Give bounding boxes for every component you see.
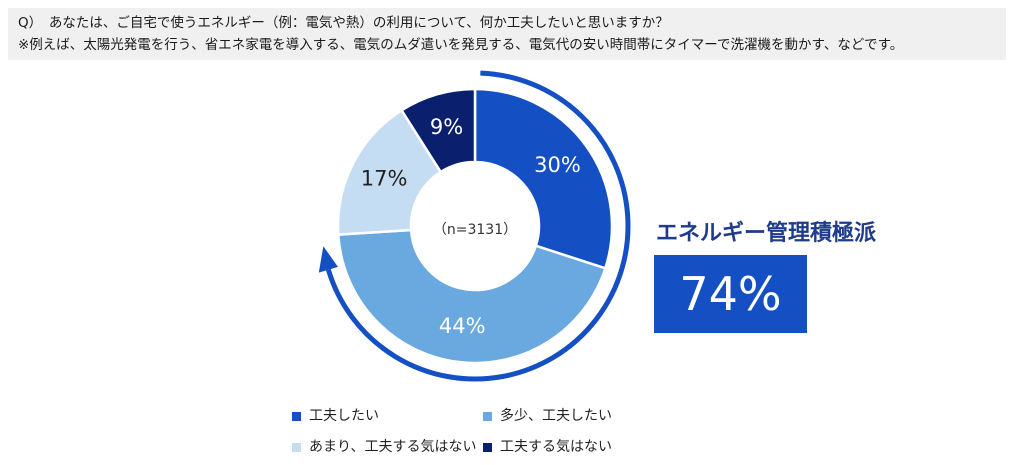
legend-label-1: 多少、工夫したい [500, 408, 612, 424]
sweep-arrow [318, 70, 631, 382]
sweep-arrow-head [318, 246, 338, 273]
slice-1 [336, 228, 607, 365]
legend-item-1: 多少、工夫したい [483, 407, 612, 425]
slice-label-2: 17% [361, 167, 408, 191]
center-label: （n=3131） [433, 222, 517, 238]
question-box: Q） あなたは、ご自宅で使うエネルギー（例：電気や熱）の利用について、何か工夫し… [8, 8, 1006, 60]
question-note: ※例えば、太陽光発電を行う、省エネ家電を導入する、電気のムダ遣いを発見する、電気… [18, 37, 904, 53]
legend-label-2: あまり、工夫する気はない [309, 439, 477, 455]
slice-3 [399, 87, 477, 174]
summary-label: エネルギー管理積極派 [656, 221, 877, 246]
slice-labels-layer: 30% 44% 17% 9% [361, 115, 581, 338]
slice-label-0: 30% [534, 153, 581, 177]
legend-swatch-3 [483, 442, 492, 452]
legend-item-2: あまり、工夫する気はない [292, 438, 476, 456]
slice-2 [336, 108, 443, 236]
legend-label-0: 工夫したい [309, 408, 379, 424]
summary-value: 74% [679, 267, 782, 321]
slices-layer [336, 87, 614, 365]
sweep-arrow-arc [325, 70, 631, 382]
slice-label-3: 9% [430, 115, 463, 139]
summary-value-box: 74% [654, 255, 807, 333]
slice-label-1: 44% [439, 314, 486, 338]
legend-swatch-0 [292, 411, 301, 421]
legend-label-3: 工夫する気はない [500, 439, 612, 455]
question-text: Q） あなたは、ご自宅で使うエネルギー（例：電気や熱）の利用について、何か工夫し… [18, 15, 669, 31]
legend-item-0: 工夫したい [292, 407, 379, 425]
legend-swatch-2 [292, 442, 301, 452]
slice-0 [473, 87, 614, 270]
legend-swatch-1 [483, 411, 492, 421]
legend-item-3: 工夫する気はない [483, 438, 612, 456]
